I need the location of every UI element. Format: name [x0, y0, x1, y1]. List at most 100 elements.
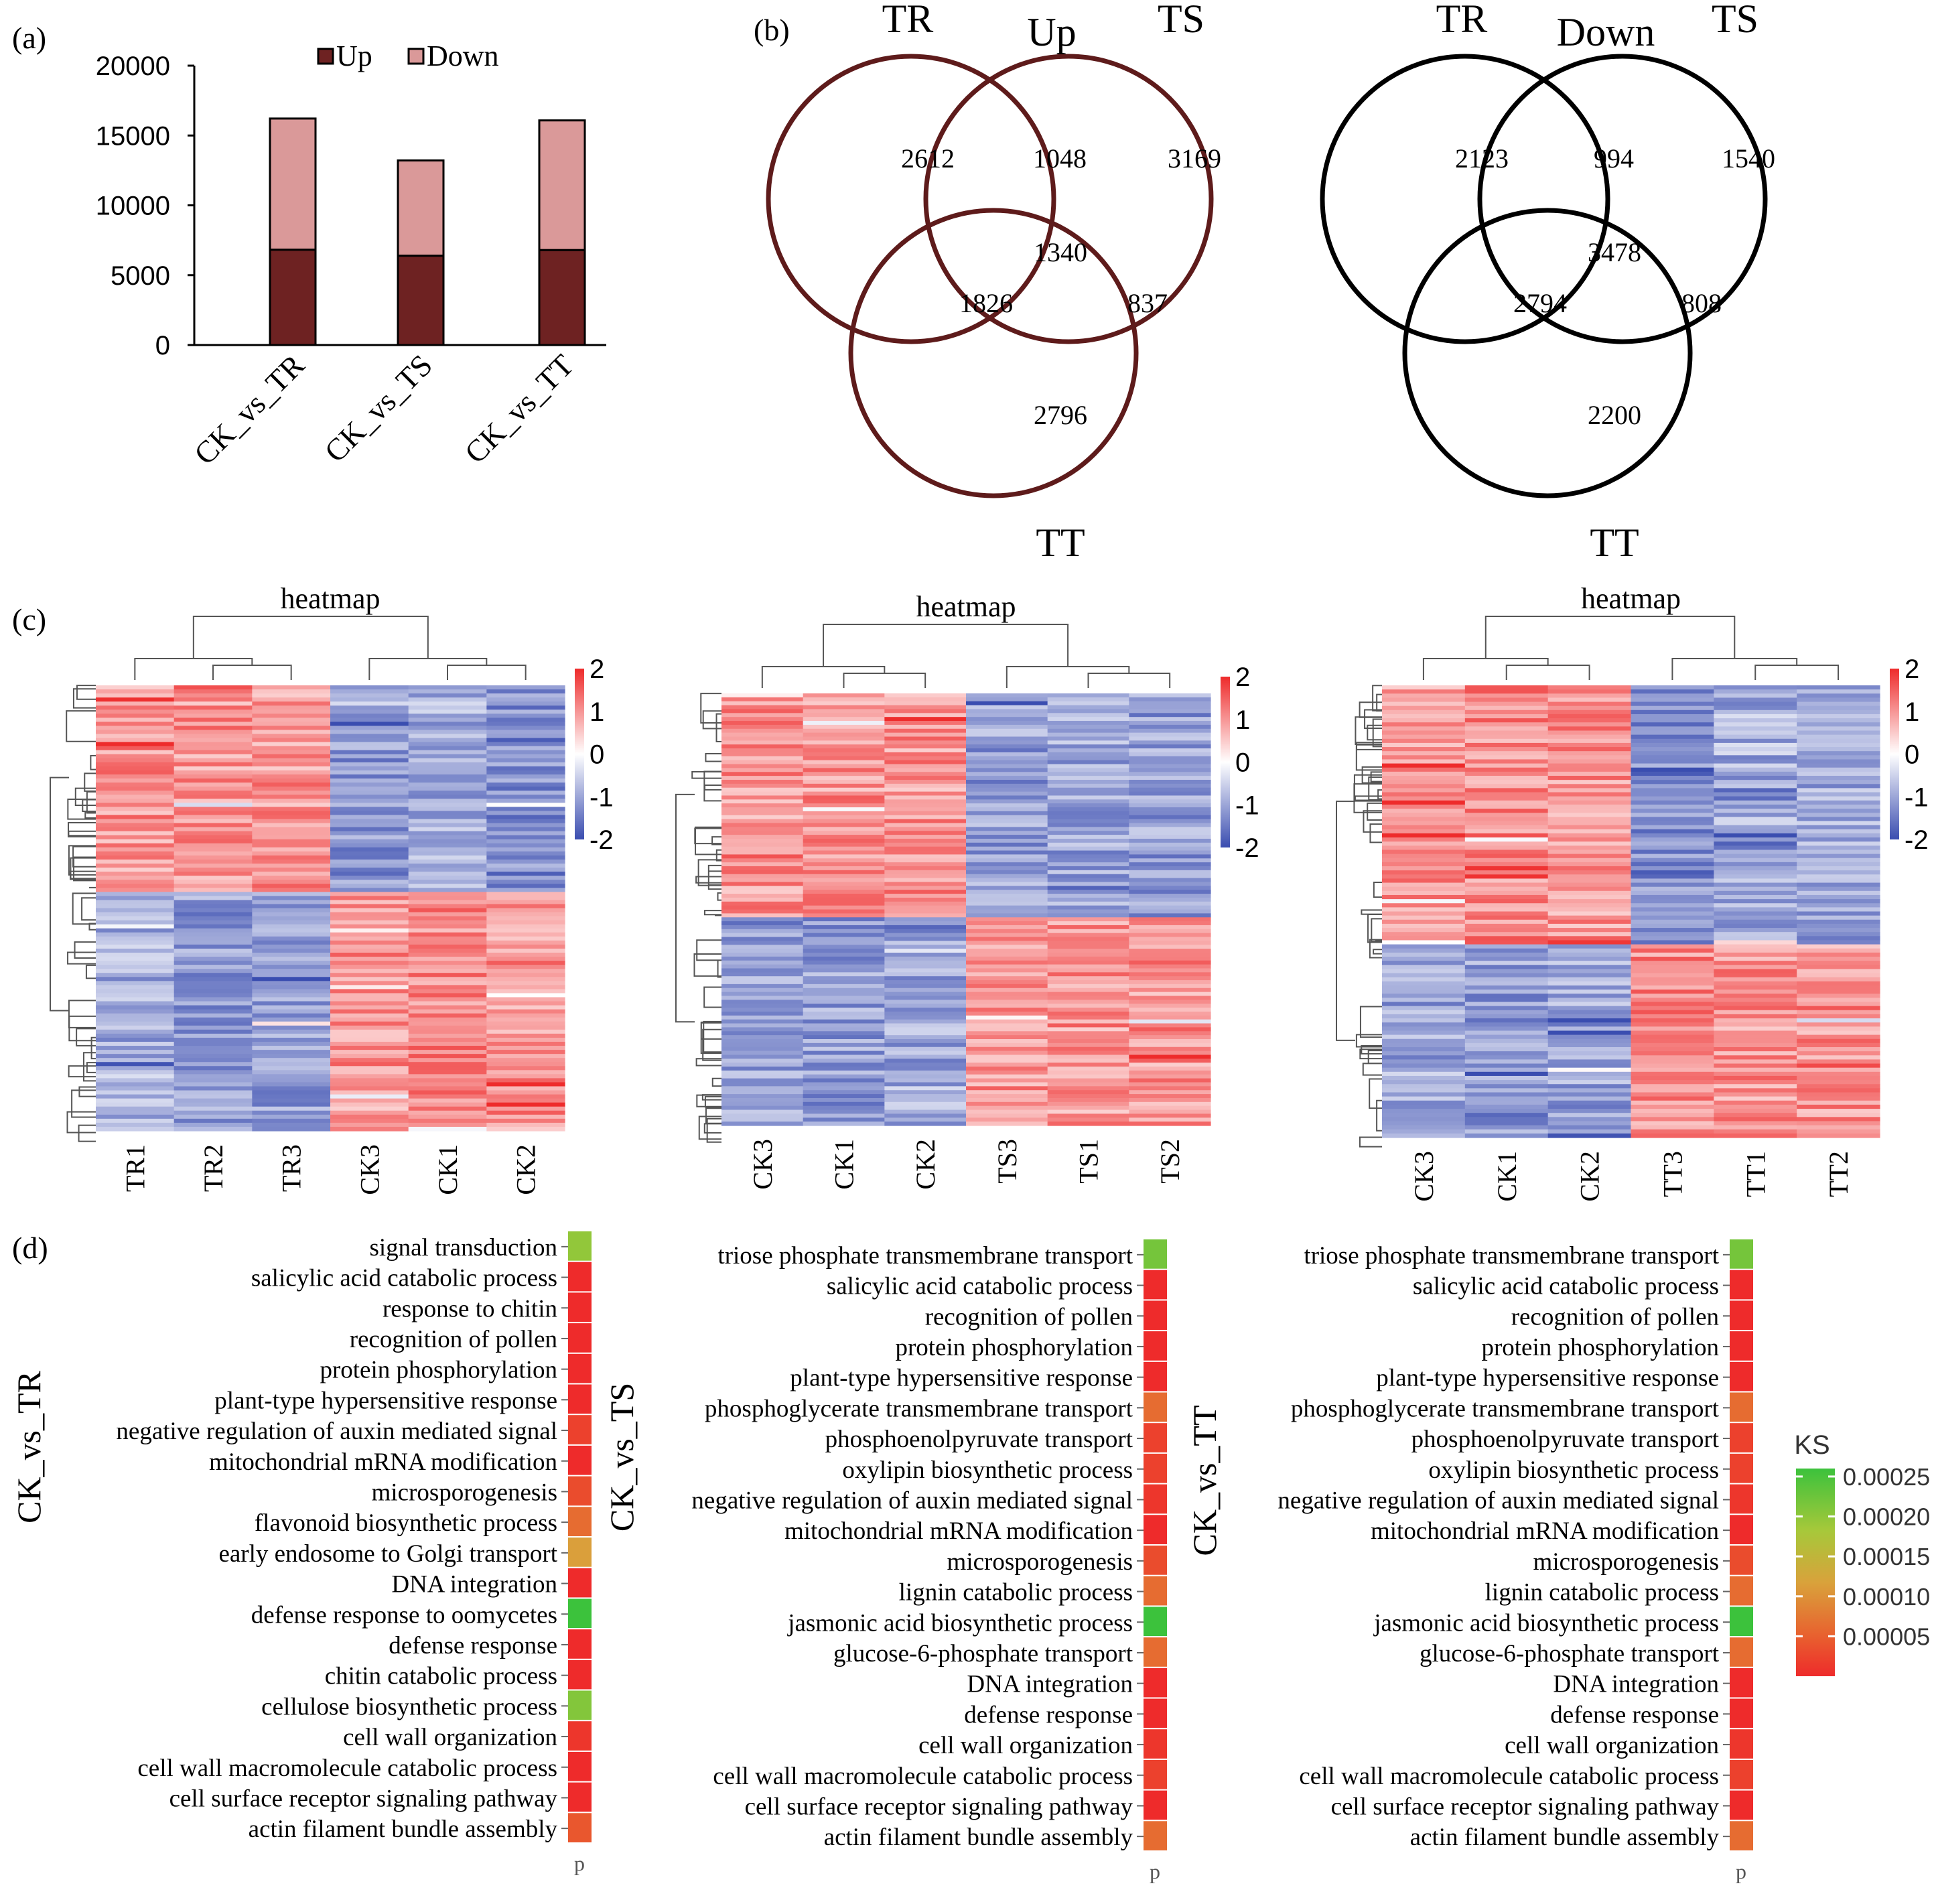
heatmap-cell — [803, 819, 885, 824]
go-term-cell — [1144, 1331, 1167, 1361]
heatmap-cell — [1129, 897, 1211, 902]
heatmap-cell — [252, 713, 331, 718]
heatmap-cell — [803, 956, 885, 961]
heatmap-cell — [96, 1025, 175, 1030]
go-term-label: defense response — [389, 1632, 557, 1659]
heatmap-cell — [96, 1074, 175, 1079]
heatmap-cell — [803, 968, 885, 973]
heatmap-cell — [1714, 878, 1797, 884]
heatmap-cell — [721, 882, 804, 886]
heatmap-cell — [1382, 821, 1466, 826]
heatmap-cell — [1464, 792, 1549, 797]
heatmap-cell — [408, 1037, 487, 1042]
heatmap-cell — [252, 762, 331, 767]
heatmap-cell — [330, 932, 409, 937]
heatmap-cell — [96, 1033, 175, 1038]
heatmap-cell — [884, 1070, 967, 1075]
go-term-cell — [1144, 1821, 1167, 1850]
heatmap-cell — [330, 957, 409, 961]
legend-swatch-down — [407, 48, 425, 65]
heatmap-cell — [1129, 1055, 1211, 1059]
heatmap-cell — [803, 783, 885, 789]
heatmap-cell — [1797, 1080, 1880, 1085]
heatmap-cell — [803, 1008, 885, 1012]
heatmap-cell — [1382, 713, 1466, 719]
heatmap-cell — [1047, 1008, 1129, 1012]
heatmap-cell — [1129, 953, 1211, 957]
venn-title: Down — [1557, 10, 1655, 54]
heatmap-cell — [1382, 1018, 1466, 1023]
heatmap-cell — [96, 961, 175, 965]
ks-legend-label: 0.00015 — [1843, 1543, 1930, 1570]
heatmap-cell — [803, 1070, 885, 1075]
heatmap-cell — [1797, 944, 1880, 949]
heatmap-cell — [1547, 977, 1632, 982]
heatmap-cell — [1129, 850, 1211, 856]
heatmap-cell — [252, 916, 331, 921]
heatmap-cell — [721, 988, 804, 993]
heatmap-cell — [1714, 837, 1797, 842]
go-term-label: cell wall macromolecule catabolic proces… — [137, 1755, 557, 1782]
heatmap-cell — [1714, 854, 1797, 859]
heatmap-cell — [96, 920, 175, 925]
heatmap-cell — [1797, 1055, 1880, 1061]
heatmap-cell — [803, 1101, 885, 1107]
heatmap-cell — [1631, 1030, 1714, 1036]
go-term-label: phosphoglycerate transmembrane transport — [1291, 1395, 1720, 1422]
heatmap-cell — [721, 835, 804, 839]
color-scale-label: 2 — [1905, 655, 1919, 684]
heatmap-cell — [96, 948, 175, 953]
heatmap-cell — [330, 843, 409, 848]
heatmap-cell — [1047, 1078, 1129, 1083]
heatmap-cell — [1129, 1105, 1211, 1111]
heatmap-cell — [408, 924, 487, 929]
heatmap-cell — [96, 904, 175, 909]
heatmap-cell — [1464, 957, 1549, 961]
heatmap-cell — [1382, 965, 1466, 970]
heatmap-cell — [330, 1066, 409, 1071]
heatmap-cell — [1464, 907, 1549, 912]
heatmap-cell — [1547, 845, 1632, 851]
heatmap-cell — [884, 870, 967, 875]
heatmap-cell — [96, 940, 175, 945]
heatmap-cell — [486, 864, 565, 868]
heatmap-cell — [1382, 796, 1466, 801]
heatmap-cell — [486, 1017, 565, 1022]
heatmap-cell — [1631, 841, 1714, 846]
heatmap-cell — [884, 866, 967, 871]
heatmap-cell — [1464, 718, 1549, 723]
heatmap-cell — [1631, 697, 1714, 703]
heatmap-cell — [721, 732, 804, 738]
heatmap-cell — [884, 988, 967, 993]
heatmap-cell — [1797, 705, 1880, 711]
heatmap-cell — [884, 909, 967, 914]
heatmap-cell — [252, 1001, 331, 1006]
heatmap-cell — [1464, 936, 1549, 941]
go-term-cell — [568, 1262, 592, 1292]
heatmap-cell — [1631, 738, 1714, 744]
go-term-label: jasmonic acid biosynthetic process — [786, 1609, 1133, 1637]
heatmap-cell — [96, 989, 175, 994]
heatmap-cell — [408, 1009, 487, 1014]
heatmap-cell — [803, 921, 885, 926]
heatmap-cell — [486, 944, 565, 949]
heatmap-column-label: TR2 — [198, 1144, 228, 1192]
go-term-label: cell wall organization — [343, 1724, 557, 1751]
heatmap-cell — [330, 758, 409, 763]
heatmap-cell — [1714, 1109, 1797, 1113]
heatmap-cell — [408, 876, 487, 880]
heatmap-cell — [966, 795, 1048, 800]
heatmap-cell — [96, 965, 175, 969]
heatmap-cell — [1464, 804, 1549, 809]
heatmap-cell — [96, 718, 175, 723]
heatmap-cell — [96, 778, 175, 783]
heatmap-cell — [252, 718, 331, 723]
heatmap-cell — [966, 768, 1048, 772]
heatmap-cell — [252, 1118, 331, 1124]
column-dendrogram — [761, 624, 1171, 688]
heatmap-cell — [486, 1082, 565, 1087]
go-term-label: lignin catabolic process — [899, 1579, 1133, 1607]
ks-legend-bar — [1796, 1469, 1835, 1676]
heatmap-cell — [174, 900, 253, 905]
heatmap-cell — [486, 1098, 565, 1103]
